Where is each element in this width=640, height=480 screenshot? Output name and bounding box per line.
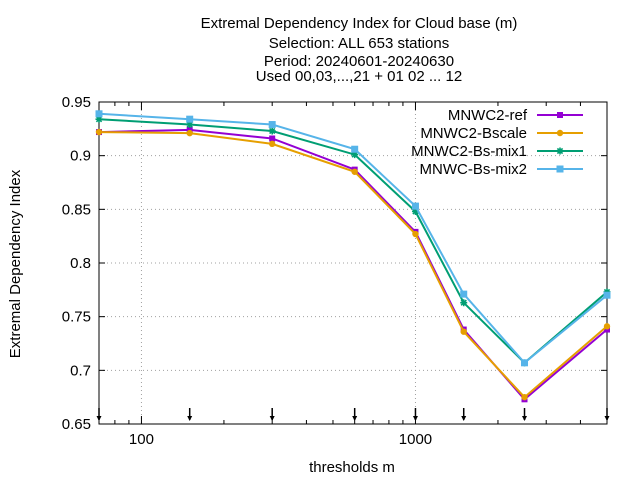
series-3-point <box>186 121 194 129</box>
threshold-arrow-head <box>96 416 102 421</box>
series-3-point <box>411 207 419 215</box>
threshold-arrow-head <box>461 416 467 421</box>
series-4-point <box>95 110 103 118</box>
y-tick-label: 0.85 <box>62 201 91 218</box>
legend-label: MNWC2-Bscale <box>420 125 527 142</box>
x-tick-label: 100 <box>129 431 154 448</box>
series-1-point <box>186 126 193 133</box>
threshold-arrow-head <box>352 416 358 421</box>
x-tick-label: 1000 <box>399 431 432 448</box>
series-4-point <box>411 202 419 210</box>
legend-marker <box>557 112 563 118</box>
y-tick-label: 0.9 <box>70 148 91 165</box>
plot-frame <box>98 101 608 425</box>
series-2-point <box>268 140 276 148</box>
y-axis-label: Extremal Dependency Index <box>7 169 24 358</box>
series-4-point <box>460 290 468 298</box>
series-2-point <box>460 328 467 335</box>
series-2-point <box>351 168 358 175</box>
legend: MNWC2-refMNWC2-BscaleMNWC2-Bs-mix1MNWC-B… <box>411 107 583 178</box>
y-tick-label: 0.75 <box>62 309 91 326</box>
series-3-point <box>95 115 103 123</box>
series-1-point <box>269 135 276 142</box>
series-line-2 <box>98 131 608 399</box>
title-line-2: Selection: ALL 653 stations <box>269 35 449 52</box>
threshold-arrow-head <box>412 416 418 421</box>
legend-marker <box>556 129 564 137</box>
series-line-4 <box>98 112 608 365</box>
threshold-arrow-head <box>604 416 610 421</box>
y-tick-label: 0.8 <box>70 255 91 272</box>
threshold-arrow-head <box>187 416 193 421</box>
y-tick-label: 0.7 <box>70 362 91 379</box>
threshold-arrow-head <box>269 416 275 421</box>
series-4-point <box>186 115 194 123</box>
series-3-point <box>460 299 468 307</box>
y-tick-label: 0.65 <box>62 416 91 433</box>
series-4-point <box>521 359 529 367</box>
series-3-point <box>351 151 359 159</box>
threshold-arrow-head <box>522 416 528 421</box>
series-2-point <box>603 323 611 330</box>
series-2-point <box>412 230 419 238</box>
series-2-point <box>521 393 528 401</box>
series-4-point <box>268 121 276 129</box>
x-axis-label: thresholds m <box>309 459 395 476</box>
legend-label: MNWC2-ref <box>448 107 528 124</box>
legend-label: MNWC2-Bs-mix1 <box>411 143 527 160</box>
series-4-point <box>351 145 359 153</box>
chart-title: Extremal Dependency Index for Cloud base… <box>201 15 518 85</box>
series-2-point <box>186 129 193 137</box>
series <box>95 110 611 403</box>
series-3-point <box>268 127 276 135</box>
title-line-3: Period: 20240601-20240630 <box>264 53 454 70</box>
series-2-point <box>95 128 103 136</box>
legend-marker <box>556 147 564 155</box>
series-4-point <box>603 291 611 299</box>
title-line-1: Extremal Dependency Index for Cloud base… <box>201 15 518 32</box>
y-tick-label: 0.95 <box>62 94 91 111</box>
legend-marker <box>556 165 564 173</box>
legend-label: MNWC-Bs-mix2 <box>420 161 527 178</box>
axes: 0.65 0.7 0.75 0.8 0.85 0.9 0.95 100 1000 <box>62 94 610 448</box>
series-1-point <box>604 326 610 333</box>
grid <box>99 102 607 424</box>
title-line-4: Used 00,03,...,21 + 01 02 ... 12 <box>256 68 462 85</box>
